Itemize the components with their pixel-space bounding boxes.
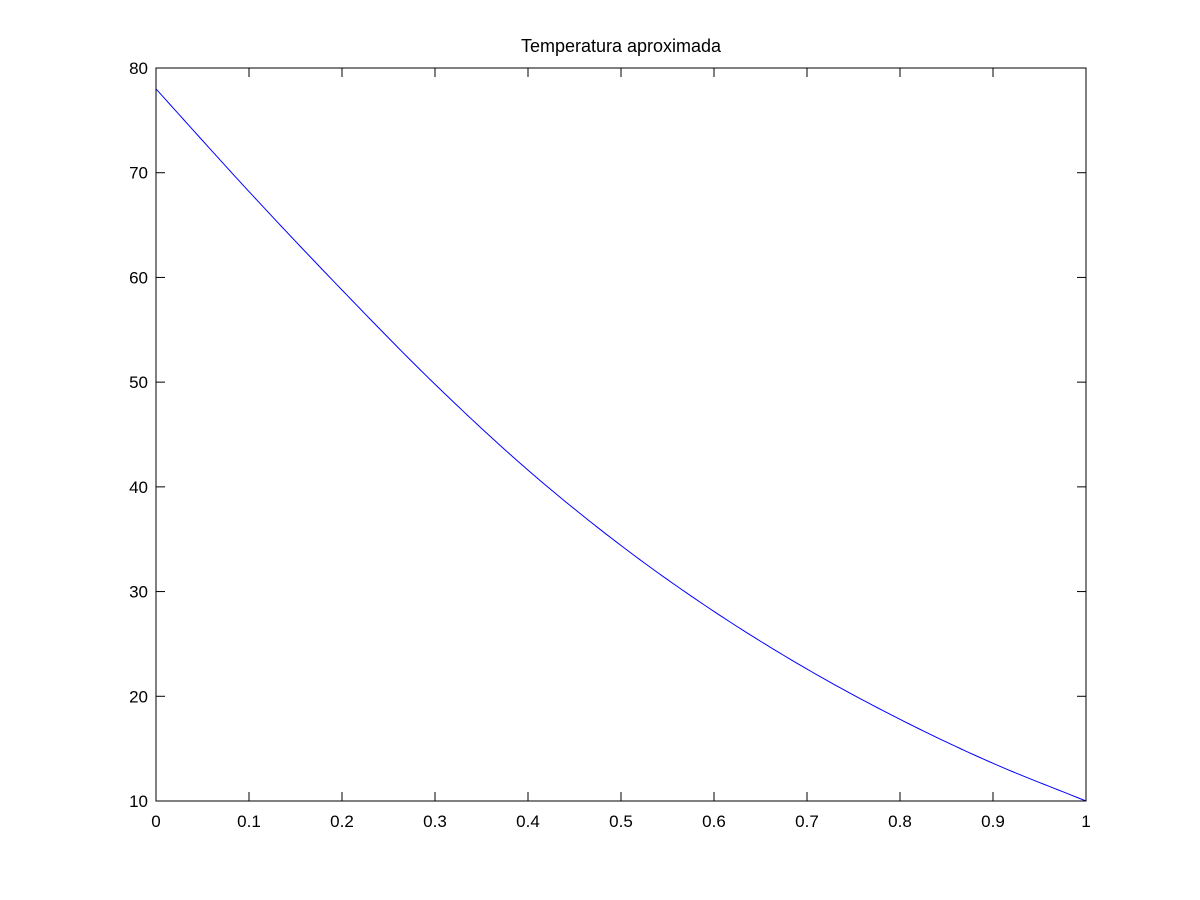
y-tick-label: 60 — [129, 268, 148, 287]
x-tick-label: 0.7 — [795, 812, 819, 831]
plot-frame — [155, 67, 1087, 802]
x-tick-label: 0.5 — [609, 812, 633, 831]
y-tick-label: 30 — [129, 583, 148, 602]
x-tick-label: 0.6 — [702, 812, 726, 831]
x-tick-label: 0.3 — [423, 812, 447, 831]
y-tick-label: 80 — [129, 59, 148, 78]
x-tick-label: 0.4 — [516, 812, 540, 831]
x-tick-label: 1 — [1081, 812, 1090, 831]
plot-area — [156, 68, 1086, 801]
y-tick-label: 70 — [129, 164, 148, 183]
x-tick-label: 0 — [151, 812, 160, 831]
y-tick-label: 40 — [129, 478, 148, 497]
axis-tick-labels: 0 0.1 0.2 0.3 0.4 0.5 0.6 0.7 0.8 0.9 1 10 20 30 40 50 6… — [129, 59, 1091, 831]
x-tick-label: 0.8 — [888, 812, 912, 831]
chart-title: Temperatura aproximada — [521, 36, 722, 56]
series-layer — [155, 88, 1087, 802]
x-tick-label: 0.2 — [330, 812, 354, 831]
y-tick-label: 50 — [129, 373, 148, 392]
x-tick-label: 0.9 — [981, 812, 1005, 831]
series-line — [155, 88, 1087, 802]
y-tick-label: 20 — [129, 687, 148, 706]
x-tick-label: 0.1 — [237, 812, 261, 831]
y-tick-label: 10 — [129, 792, 148, 811]
